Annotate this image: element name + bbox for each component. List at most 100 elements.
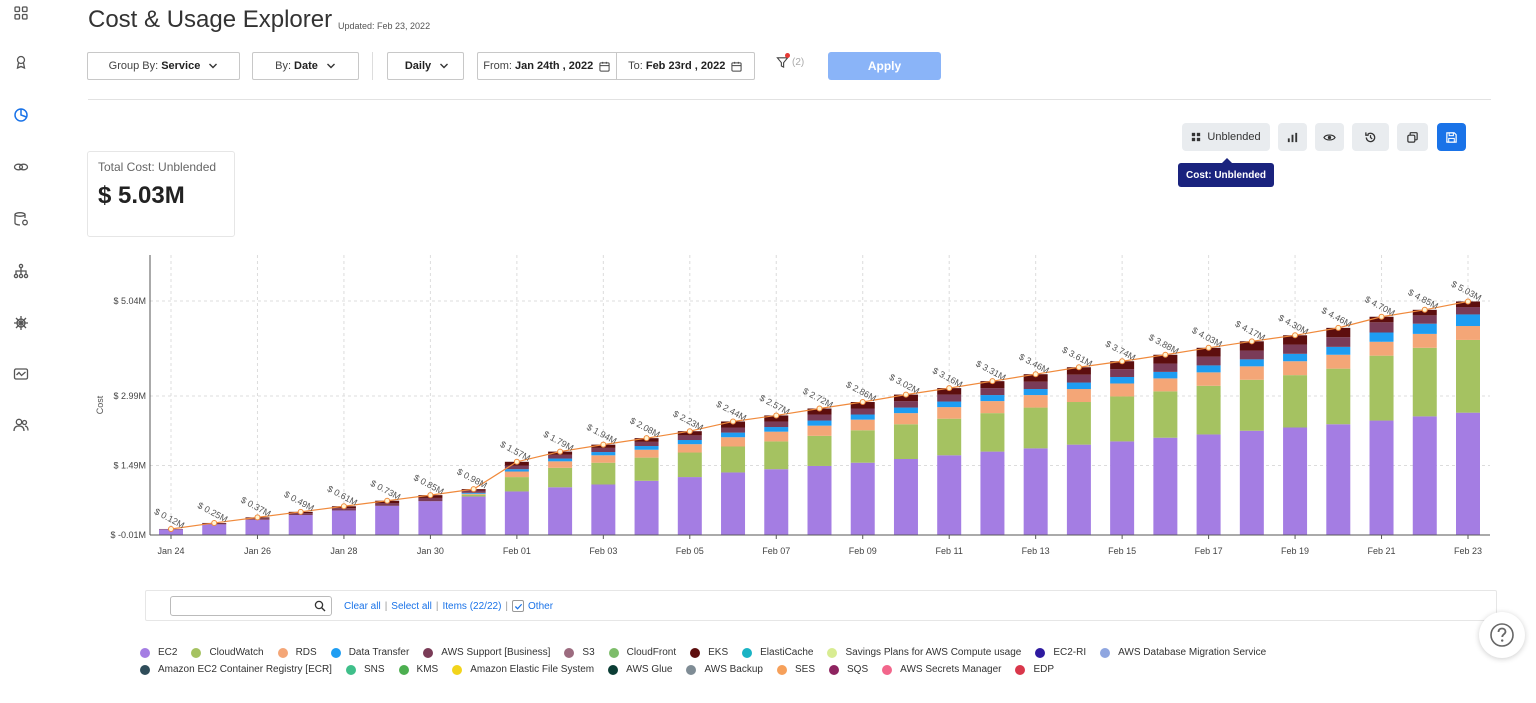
- divider: [372, 52, 373, 80]
- legend-item[interactable]: SES: [777, 664, 815, 675]
- help-button[interactable]: [1479, 612, 1525, 658]
- bar-segment: [1283, 335, 1308, 345]
- legend-item[interactable]: ElastiCache: [742, 647, 813, 658]
- legend-search-input[interactable]: [170, 596, 332, 616]
- from-date-input[interactable]: From: Jan 24th , 2022: [478, 53, 616, 79]
- hierarchy-icon[interactable]: [12, 262, 30, 280]
- bar-segment: [677, 452, 702, 478]
- legend-swatch: [423, 647, 434, 658]
- bar-segment: [1456, 412, 1480, 535]
- pie-chart-icon[interactable]: [12, 106, 30, 124]
- helm-icon[interactable]: [12, 314, 30, 332]
- chart-type-button[interactable]: [1278, 123, 1307, 151]
- bar-segment: [764, 415, 789, 422]
- legend-item[interactable]: EC2-RI: [1035, 647, 1086, 658]
- legend-label: KMS: [416, 664, 439, 675]
- bar-segment: [1110, 369, 1135, 377]
- bar-segment: [764, 469, 789, 535]
- legend-item[interactable]: AWS Support [Business]: [423, 647, 550, 658]
- database-settings-icon[interactable]: [12, 210, 30, 228]
- updated-timestamp: Updated: Feb 23, 2022: [338, 21, 431, 31]
- by-label: By:: [275, 60, 292, 72]
- legend-swatch: [277, 647, 288, 658]
- grid-icon[interactable]: [12, 4, 30, 22]
- x-tick-label: Feb 07: [762, 546, 790, 556]
- bar-segment: [591, 462, 616, 485]
- bar-segment: [850, 408, 875, 415]
- legend-item[interactable]: EDP: [1015, 664, 1054, 675]
- bar-segment: [1110, 376, 1135, 384]
- bar-segment: [1110, 361, 1135, 370]
- legend-item[interactable]: S3: [564, 647, 595, 658]
- legend-item[interactable]: KMS: [398, 664, 439, 675]
- award-icon[interactable]: [12, 53, 30, 71]
- cumulative-point: [1465, 298, 1471, 305]
- link-icon[interactable]: [12, 158, 30, 176]
- bar-segment: [807, 425, 832, 436]
- legend-item[interactable]: RDS: [277, 647, 317, 658]
- cost-type-button[interactable]: Unblended: [1182, 123, 1270, 151]
- copy-button[interactable]: [1397, 123, 1428, 151]
- other-checkbox[interactable]: [512, 600, 525, 612]
- bar-segment: [980, 388, 1005, 396]
- to-date-input[interactable]: To: Feb 23rd , 2022: [615, 53, 755, 79]
- bar-segment: [980, 401, 1005, 414]
- select-all-link[interactable]: Select all: [391, 600, 432, 612]
- legend-label: AWS Support [Business]: [441, 647, 551, 658]
- legend-item[interactable]: CloudFront: [608, 647, 676, 658]
- x-tick-label: Feb 05: [676, 546, 704, 556]
- legend-swatch: [742, 647, 753, 658]
- cumulative-point: [600, 441, 607, 448]
- bar-segment: [1066, 402, 1091, 445]
- bar-segment: [504, 491, 529, 535]
- other-label[interactable]: Other: [528, 600, 554, 612]
- legend-item[interactable]: Savings Plans for AWS Compute usage: [827, 647, 1021, 658]
- bar-segment: [1369, 322, 1394, 333]
- apply-button[interactable]: Apply: [828, 52, 941, 80]
- bar-segment: [1153, 354, 1178, 364]
- group-by-select[interactable]: Group By: Service: [87, 52, 240, 80]
- legend-item[interactable]: EKS: [690, 647, 728, 658]
- bar-segment: [461, 496, 486, 535]
- bar-segment: [980, 451, 1005, 535]
- legend-item[interactable]: Amazon Elastic File System: [452, 664, 594, 675]
- filter-button[interactable]: (2): [776, 53, 804, 69]
- granularity-select[interactable]: Daily: [387, 52, 464, 80]
- legend-item[interactable]: Amazon EC2 Container Registry [ECR]: [140, 664, 332, 675]
- bar-segment: [1283, 375, 1308, 428]
- legend-item[interactable]: AWS Backup: [686, 664, 763, 675]
- cumulative-point: [946, 385, 953, 392]
- legend-item[interactable]: AWS Database Migration Service: [1100, 647, 1266, 658]
- legend-swatch: [140, 647, 150, 658]
- reset-button[interactable]: [1352, 123, 1389, 151]
- filter-active-dot: [785, 53, 790, 58]
- monitor-icon[interactable]: [12, 365, 30, 383]
- bar-segment: [1196, 356, 1221, 366]
- legend-item[interactable]: SQS: [829, 664, 868, 675]
- users-icon[interactable]: [12, 416, 30, 434]
- legend-item[interactable]: Data Transfer: [330, 647, 409, 658]
- bar-segment: [504, 471, 529, 478]
- cumulative-point: [168, 525, 174, 532]
- legend-swatch: [330, 647, 341, 658]
- bar-segment: [1066, 389, 1091, 403]
- legend-item[interactable]: AWS Secrets Manager: [882, 664, 1001, 675]
- view-button[interactable]: [1315, 123, 1344, 151]
- legend-label: AWS Backup: [704, 664, 763, 675]
- legend-item[interactable]: EC2: [140, 647, 177, 658]
- cumulative-point: [1032, 371, 1039, 378]
- clear-all-link[interactable]: Clear all: [344, 600, 381, 612]
- items-count[interactable]: Items (22/22): [442, 600, 502, 612]
- to-label: To:: [628, 60, 643, 72]
- bar-segment: [1110, 396, 1135, 442]
- legend-item[interactable]: AWS Glue: [608, 664, 672, 675]
- bar-segment: [634, 457, 659, 481]
- save-button[interactable]: [1437, 123, 1466, 151]
- by-select[interactable]: By: Date: [252, 52, 359, 80]
- legend-swatch: [140, 664, 150, 675]
- x-tick-label: Feb 11: [936, 546, 963, 556]
- legend-item[interactable]: CloudWatch: [191, 647, 264, 658]
- legend-label: EDP: [1033, 664, 1055, 675]
- legend-item[interactable]: SNS: [345, 664, 385, 675]
